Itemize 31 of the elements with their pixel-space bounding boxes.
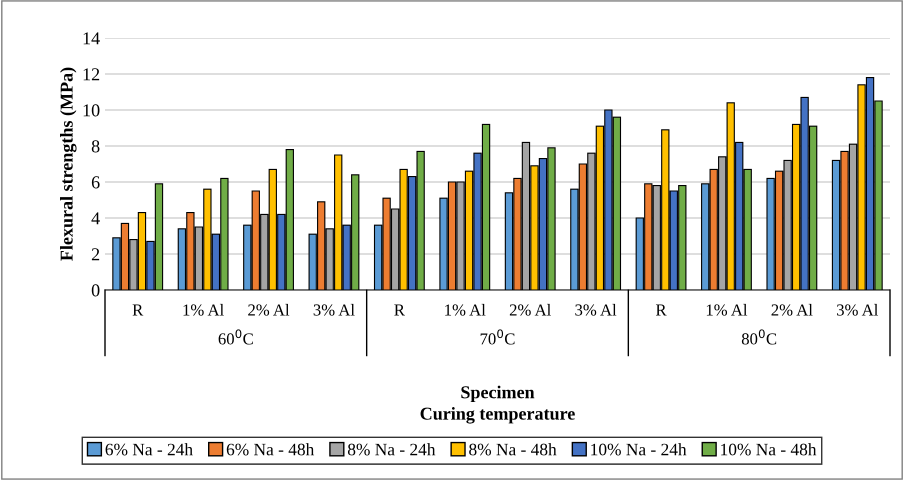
x-tick-label: 3% Al [314,304,355,316]
x-axis-title: Specimen Curing temperature [420,386,575,424]
legend-label: 6% Na - 48h [226,443,314,456]
text: 60$^{0}$C [218,329,253,345]
y-tick-label: 10 [84,104,100,116]
y-tick-label: 0 [92,284,100,296]
y-tick-label: 8 [92,140,100,152]
x-tick-label: 3% Al [837,304,878,316]
x-tick-label: 2% Al [510,304,551,316]
x-tick-label: 2% Al [772,304,813,316]
x-tick-label: 3% Al [575,304,616,316]
legend-label: 8% Na - 48h [469,443,556,456]
y-tick-label: 4 [91,212,100,224]
text: 70$^{0}$C [480,329,514,345]
x-tick-label: 1% Al [706,304,748,316]
legend-label: 10% Na - 48h [721,443,816,456]
legend-label: 8% Na - 24h [348,443,436,456]
y-tick-label: 6 [92,176,100,188]
y-tick-label: 2 [92,248,100,260]
x-tick-label: 1% Al [184,304,224,316]
y-tick-label: 14 [84,32,100,44]
x-tick-label: R [656,304,667,316]
x-tick-label: R [394,304,405,316]
legend-label: 10% Na - 24h [591,443,686,456]
y-axis-title: Flexural strengths (MPa) [60,68,77,261]
text: 80$^{0}$C [742,329,776,345]
y-tick-label: 12 [84,68,100,80]
legend-label: 6% Na - 24h [106,443,193,456]
x-tick-label: 2% Al [248,304,290,316]
x-tick-label: R [132,304,144,316]
x-tick-label: 1% Al [445,304,486,316]
